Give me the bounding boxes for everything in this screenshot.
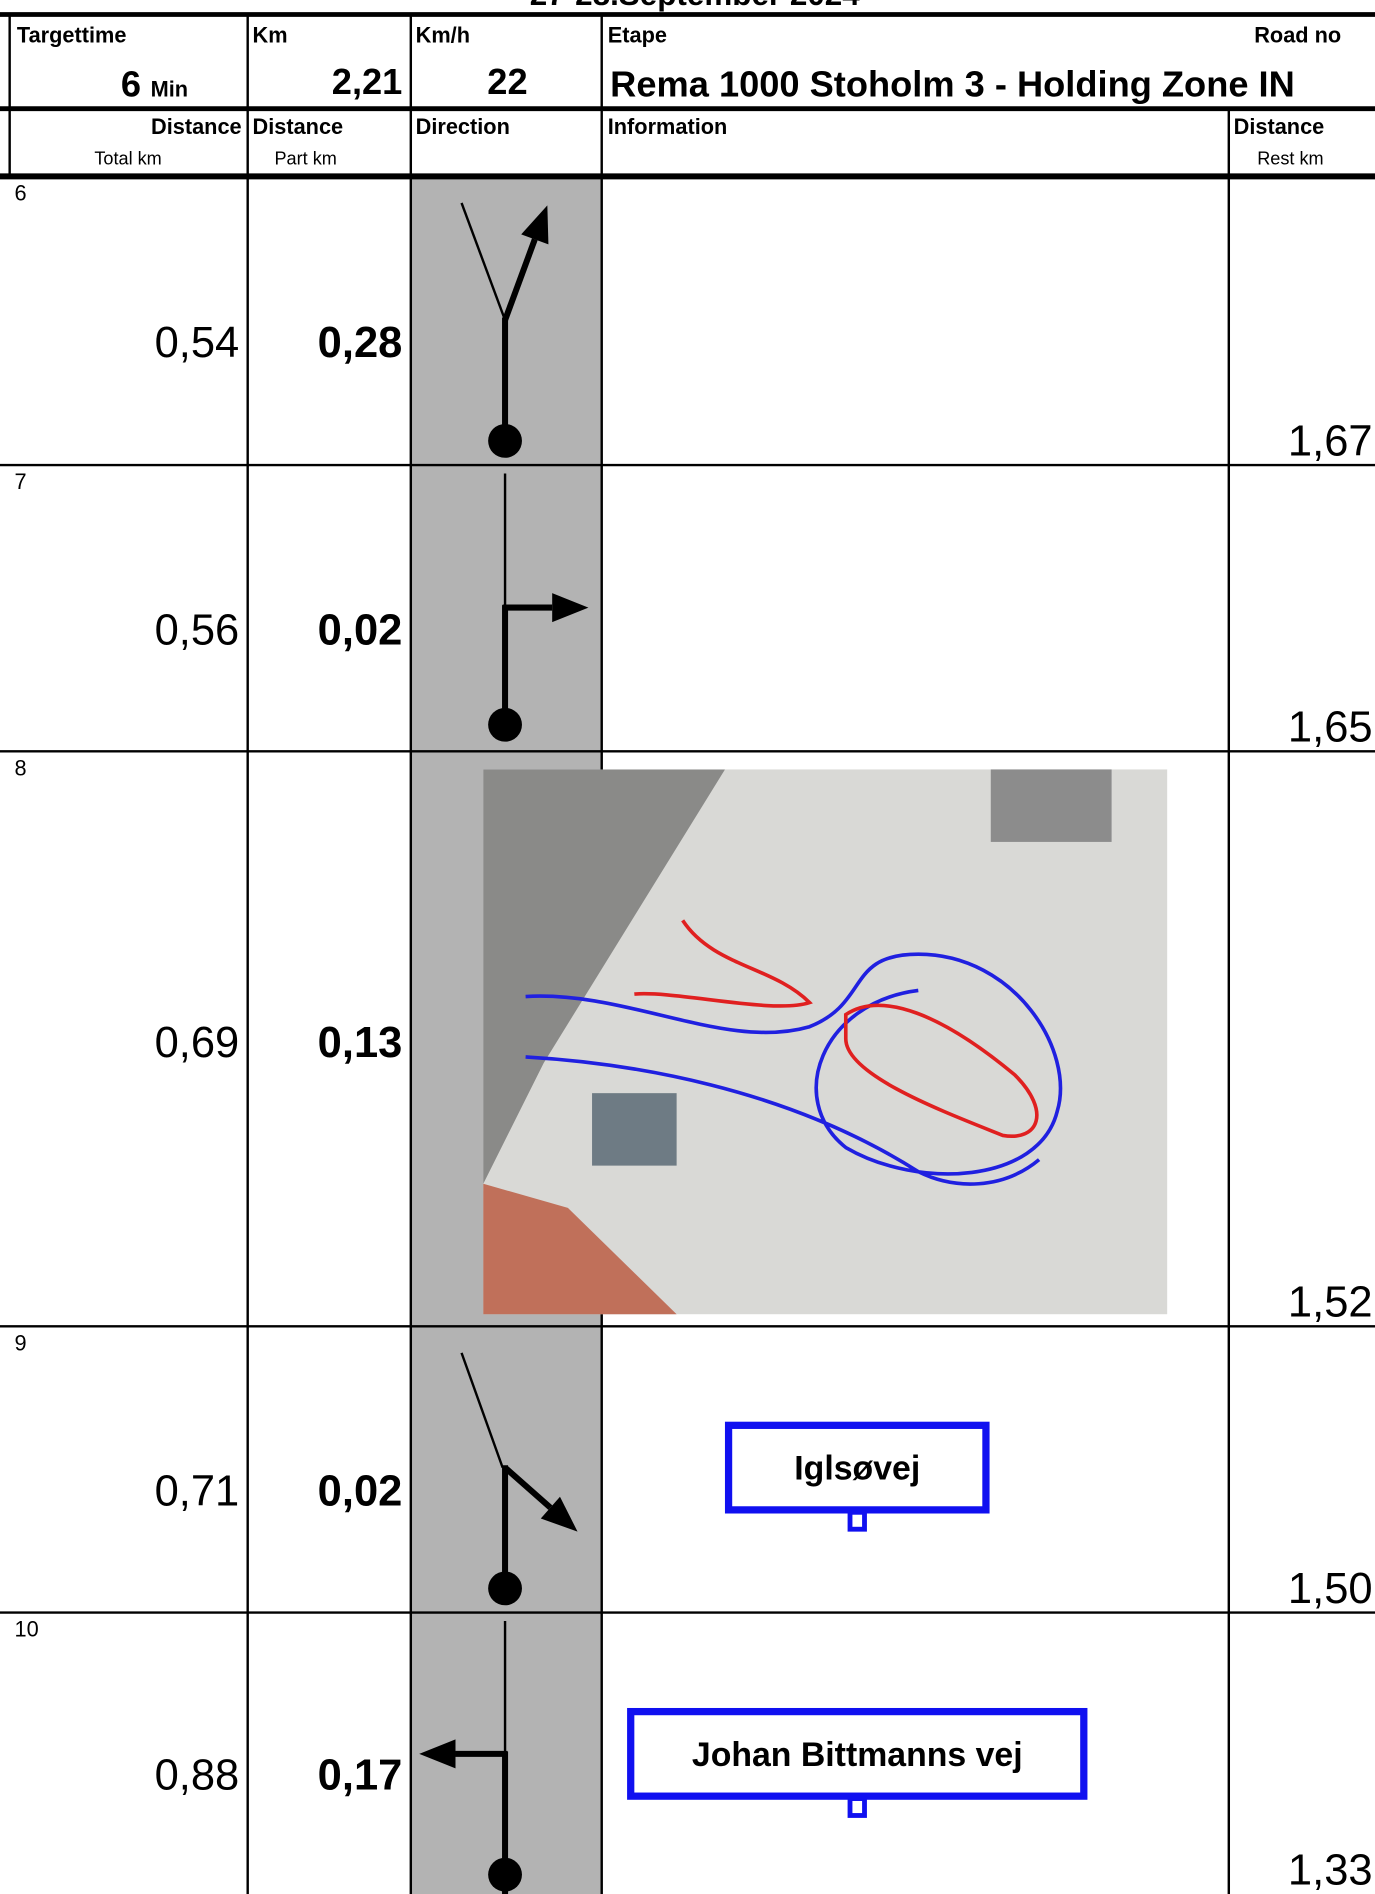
row-number: 10 [14,1617,38,1642]
street-sign: Iglsøvej [794,1450,920,1488]
label: Targettime [17,22,127,47]
label: Distance [1234,114,1325,139]
label: Rest km [1257,148,1323,168]
rest-distance: 1,52 [1288,1279,1373,1327]
part-distance: 0,13 [318,1019,403,1067]
road-area [483,769,725,1184]
route-red [634,919,1039,1139]
part-distance: 0,17 [318,1752,403,1800]
start-dot [488,1571,522,1606]
route-blue [525,952,1063,1186]
label: Distance [151,114,242,139]
route [503,1465,553,1510]
total-distance: 0,56 [155,606,240,654]
row-number: 9 [14,1330,26,1355]
part-distance: 0,02 [318,1468,403,1516]
total-distance: 0,54 [155,319,240,367]
label: Total km [94,148,161,168]
unit: Min [151,77,188,102]
start-dot [488,423,522,458]
row-number: 7 [14,469,26,494]
kmh: 22 [487,61,527,102]
arrow-head [552,593,589,623]
rest-distance: 1,65 [1288,704,1373,752]
roof [483,1183,677,1315]
start-dot [488,707,522,742]
row-number: 6 [14,181,26,206]
rest-distance: 1,50 [1288,1565,1373,1613]
total-distance: 0,88 [155,1752,240,1800]
sign-tab [847,1796,867,1818]
rows: 6 0,54 0,28 1,67 7 0,56 0,02 1,65 8 0,69 0,13 1,52 9… [0,181,1375,1894]
building [990,769,1112,842]
label: Distance [253,114,344,139]
label: Direction [416,114,510,139]
row-number: 8 [14,755,26,780]
arrow-head [540,1496,578,1532]
rest-distance: 1,67 [1288,417,1373,465]
start-dot [488,1857,522,1892]
route [502,238,538,322]
arrow-head [419,1739,456,1769]
value: 6 [121,64,141,105]
total-distance: 0,71 [155,1468,240,1516]
label: Part km [274,148,336,168]
targettime: 6 Min [121,64,188,105]
label: Road no [1254,22,1341,47]
building [592,1093,677,1166]
road [460,1352,504,1469]
sign-tab [847,1509,867,1532]
sign-box [724,1421,990,1514]
title: 27-28.September 2024 [530,0,861,12]
label: Etape [608,22,667,47]
total-distance: 0,69 [155,1019,240,1067]
label: Km/h [416,22,470,47]
part-distance: 0,02 [318,606,403,654]
label: Information [608,114,728,139]
road [460,202,507,321]
label: Km [253,22,288,47]
street-sign: Johan Bittmanns vej [692,1736,1023,1774]
km: 2,21 [332,61,403,102]
part-distance: 0,28 [318,319,403,367]
rest-distance: 1,33 [1288,1846,1373,1894]
etape: Rema 1000 Stoholm 3 - Holding Zone IN [610,64,1295,105]
arrow-head [521,205,549,245]
